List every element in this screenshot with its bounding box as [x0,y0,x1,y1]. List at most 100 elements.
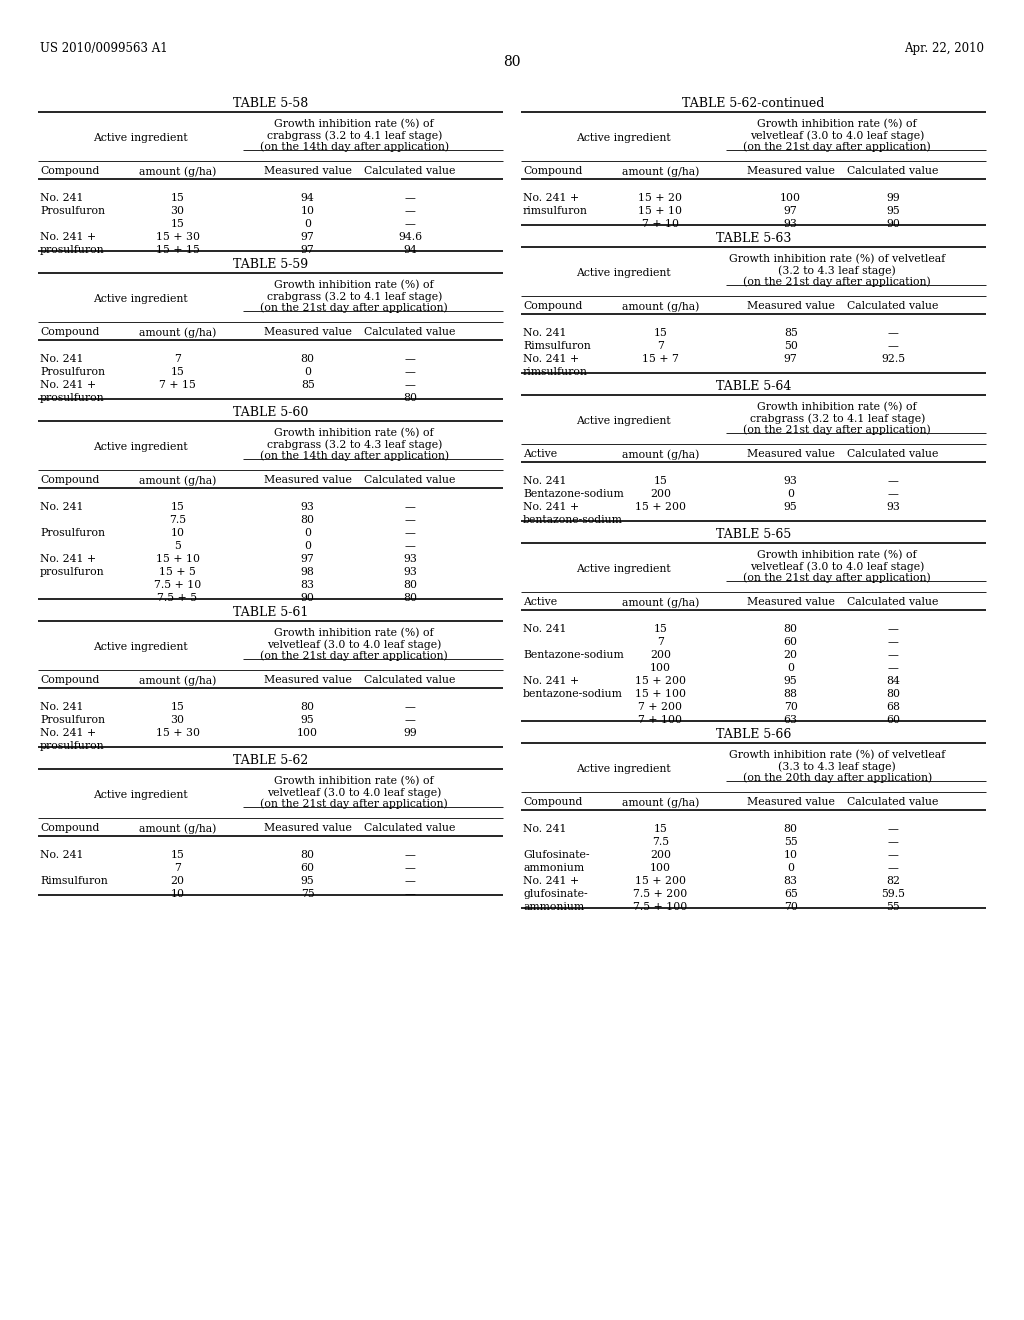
Text: 95: 95 [783,502,798,512]
Text: —: — [404,354,416,364]
Text: Rimsulfuron: Rimsulfuron [40,876,108,886]
Text: —: — [404,206,416,216]
Text: bentazone-sodium: bentazone-sodium [523,689,623,700]
Text: amount (g/ha): amount (g/ha) [139,475,216,486]
Text: 100: 100 [650,663,671,673]
Text: 15: 15 [171,702,184,711]
Text: 7.5: 7.5 [169,515,186,525]
Text: 15: 15 [171,502,184,512]
Text: 15: 15 [653,327,668,338]
Text: 15 + 15: 15 + 15 [156,246,200,255]
Text: No. 241 +: No. 241 + [40,232,96,242]
Text: Growth inhibition rate (%) of: Growth inhibition rate (%) of [274,428,434,438]
Text: 94.6: 94.6 [398,232,422,242]
Text: crabgrass (3.2 to 4.1 leaf stage): crabgrass (3.2 to 4.1 leaf stage) [266,129,442,140]
Text: (on the 21st day after application): (on the 21st day after application) [743,424,931,434]
Text: 93: 93 [783,219,798,228]
Text: Growth inhibition rate (%) of: Growth inhibition rate (%) of [758,403,918,412]
Text: Measured value: Measured value [746,301,835,312]
Text: 15 + 200: 15 + 200 [635,676,686,686]
Text: 80: 80 [783,824,798,834]
Text: No. 241 +: No. 241 + [40,554,96,564]
Text: 55: 55 [886,902,900,912]
Text: 0: 0 [304,541,311,550]
Text: 15 + 5: 15 + 5 [159,568,196,577]
Text: 15 + 7: 15 + 7 [642,354,679,364]
Text: Measured value: Measured value [746,597,835,607]
Text: crabgrass (3.2 to 4.1 leaf stage): crabgrass (3.2 to 4.1 leaf stage) [266,290,442,301]
Text: 15 + 30: 15 + 30 [156,232,200,242]
Text: amount (g/ha): amount (g/ha) [139,166,216,177]
Text: 10: 10 [171,528,184,539]
Text: glufosinate-: glufosinate- [523,888,588,899]
Text: 85: 85 [301,380,314,389]
Text: 94: 94 [403,246,417,255]
Text: rimsulfuron: rimsulfuron [523,367,588,378]
Text: 65: 65 [783,888,798,899]
Text: 15 + 10: 15 + 10 [156,554,200,564]
Text: —: — [404,367,416,378]
Text: Calculated value: Calculated value [847,597,939,607]
Text: (on the 21st day after application): (on the 21st day after application) [743,141,931,152]
Text: 0: 0 [787,488,795,499]
Text: No. 241: No. 241 [523,477,566,486]
Text: —: — [888,327,898,338]
Text: 97: 97 [783,206,798,216]
Text: 83: 83 [783,876,798,886]
Text: Active ingredient: Active ingredient [575,764,671,774]
Text: —: — [404,850,416,861]
Text: Measured value: Measured value [746,449,835,459]
Text: TABLE 5-60: TABLE 5-60 [232,407,308,418]
Text: 97: 97 [783,354,798,364]
Text: 80: 80 [301,515,314,525]
Text: velvetleaf (3.0 to 4.0 leaf stage): velvetleaf (3.0 to 4.0 leaf stage) [267,787,441,797]
Text: 90: 90 [301,593,314,603]
Text: 80: 80 [403,593,417,603]
Text: 80: 80 [403,393,417,403]
Text: Rimsulfuron: Rimsulfuron [523,341,591,351]
Text: (on the 21st day after application): (on the 21st day after application) [260,799,449,809]
Text: velvetleaf (3.0 to 4.0 leaf stage): velvetleaf (3.0 to 4.0 leaf stage) [750,561,925,572]
Text: 20: 20 [171,876,184,886]
Text: Active ingredient: Active ingredient [93,442,187,451]
Text: Calculated value: Calculated value [365,327,456,337]
Text: 75: 75 [301,888,314,899]
Text: US 2010/0099563 A1: US 2010/0099563 A1 [40,42,168,55]
Text: Growth inhibition rate (%) of velvetleaf: Growth inhibition rate (%) of velvetleaf [729,253,945,264]
Text: 10: 10 [171,888,184,899]
Text: 200: 200 [650,649,671,660]
Text: —: — [404,219,416,228]
Text: 100: 100 [650,863,671,873]
Text: 60: 60 [783,638,798,647]
Text: 82: 82 [886,876,900,886]
Text: 7: 7 [657,638,664,647]
Text: 7.5: 7.5 [652,837,669,847]
Text: prosulfuron: prosulfuron [40,246,104,255]
Text: Calculated value: Calculated value [365,475,456,484]
Text: Active: Active [523,597,557,607]
Text: —: — [404,193,416,203]
Text: 7 + 15: 7 + 15 [159,380,196,389]
Text: velvetleaf (3.0 to 4.0 leaf stage): velvetleaf (3.0 to 4.0 leaf stage) [750,129,925,140]
Text: Active ingredient: Active ingredient [93,294,187,304]
Text: 95: 95 [301,715,314,725]
Text: 93: 93 [783,477,798,486]
Text: Measured value: Measured value [746,166,835,176]
Text: No. 241: No. 241 [40,702,84,711]
Text: 30: 30 [171,715,184,725]
Text: amount (g/ha): amount (g/ha) [139,327,216,338]
Text: Active: Active [523,449,557,459]
Text: No. 241: No. 241 [523,327,566,338]
Text: No. 241: No. 241 [40,502,84,512]
Text: 92.5: 92.5 [881,354,905,364]
Text: 80: 80 [301,354,314,364]
Text: 85: 85 [783,327,798,338]
Text: 59.5: 59.5 [881,888,905,899]
Text: 7: 7 [657,341,664,351]
Text: 98: 98 [301,568,314,577]
Text: (on the 14th day after application): (on the 14th day after application) [260,450,449,461]
Text: prosulfuron: prosulfuron [40,393,104,403]
Text: —: — [404,888,416,899]
Text: 80: 80 [301,702,314,711]
Text: —: — [888,638,898,647]
